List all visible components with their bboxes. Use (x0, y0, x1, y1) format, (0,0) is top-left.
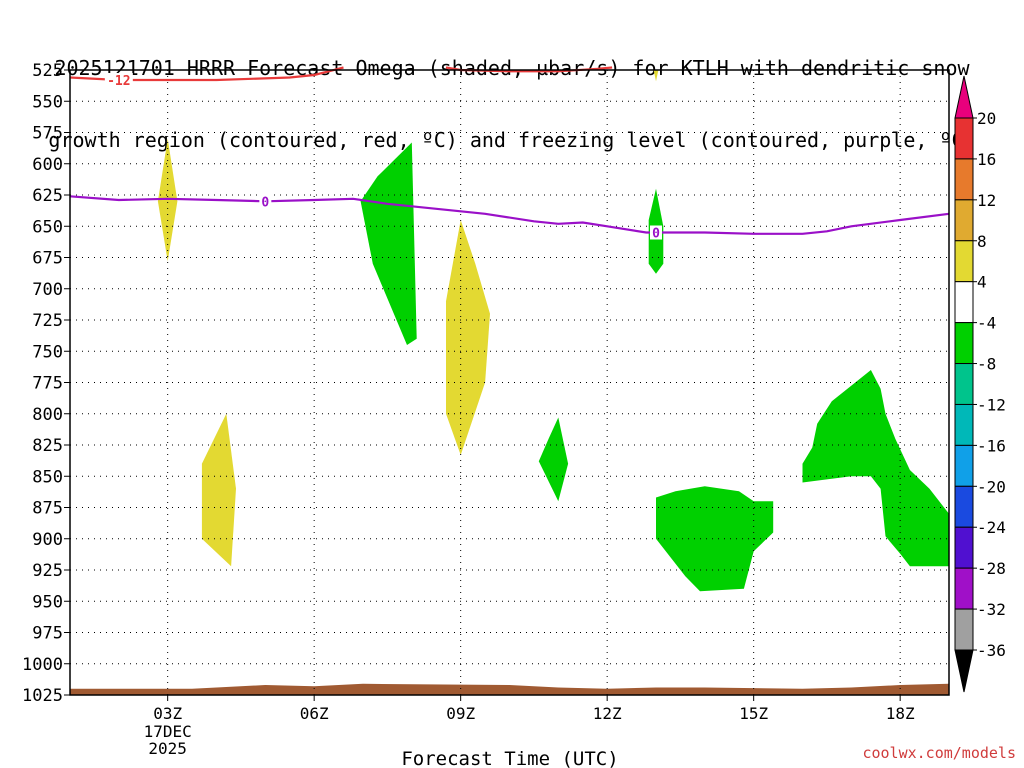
y-tick-label-7: 700 (32, 280, 63, 300)
y-tick-label-8: 725 (32, 311, 63, 331)
contour-lines: -12 0 0 (69, 66, 950, 242)
y-tick-label-2: 575 (32, 124, 63, 144)
y-tick-label-19: 1000 (22, 655, 63, 675)
y-tick-label-13: 850 (32, 467, 63, 487)
omega-region-1 (201, 413, 236, 567)
omega-region-0 (157, 138, 178, 262)
y-tick-label-4: 625 (32, 186, 63, 206)
y-tick-label-9: 750 (32, 342, 63, 362)
y-tick-label-0: 525 (32, 61, 63, 81)
contour-line-2 (69, 195, 950, 235)
pressure-axis: 525 550 575 600 625 650 675 700 725 750 775 800 825 8… (22, 61, 70, 706)
colorbar-label-5: -4 (977, 314, 996, 333)
x-tick-label-1: 06Z (300, 704, 329, 723)
omega-shaded-regions (157, 70, 949, 592)
terrain-surface (70, 683, 949, 695)
colorbar: 20 16 12 8 4 -4 -8 -12 -16 -20 -24 -28 -32 -36 (954, 75, 1006, 693)
omega-region-6 (538, 417, 569, 502)
y-tick-label-17: 950 (32, 592, 63, 612)
colorbar-swatch-6 (954, 322, 974, 365)
x-tick-label-2: 09Z (446, 704, 475, 723)
y-tick-label-6: 675 (32, 249, 63, 269)
contour-label-0-0: -12 (107, 74, 130, 89)
x-tick-label-4: 15Z (739, 704, 768, 723)
x-tick-sublabel-0-1: 2025 (148, 739, 187, 758)
y-tick-label-11: 800 (32, 405, 63, 425)
colorbar-swatch-9 (954, 444, 974, 487)
colorbar-label-1: 16 (977, 150, 996, 169)
colorbar-label-6: -8 (977, 355, 996, 374)
colorbar-swatch-0 (954, 75, 974, 119)
y-tick-label-20: 1025 (22, 686, 63, 706)
y-tick-label-14: 875 (32, 499, 63, 519)
colorbar-swatch-2 (954, 158, 974, 201)
colorbar-swatch-11 (954, 526, 974, 569)
y-tick-label-18: 975 (32, 624, 63, 644)
y-tick-label-5: 650 (32, 217, 63, 237)
y-tick-label-15: 900 (32, 530, 63, 550)
contour-label-2-1: 0 (652, 227, 660, 242)
contour-label-bg-2-0 (259, 194, 272, 209)
y-tick-label-10: 775 (32, 374, 63, 394)
colorbar-label-10: -24 (977, 518, 1006, 537)
colorbar-label-0: 20 (977, 109, 996, 128)
omega-region-7 (656, 486, 774, 592)
colorbar-swatch-8 (954, 403, 974, 446)
contour-label-2-0: 0 (261, 195, 269, 210)
omega-region-8 (802, 370, 949, 567)
contour-label-bg-2-1 (650, 225, 662, 240)
grid-lines (70, 70, 949, 695)
omega-region-3 (653, 70, 659, 82)
colorbar-label-7: -12 (977, 395, 1006, 414)
y-tick-label-16: 925 (32, 561, 63, 581)
x-tick-label-3: 12Z (593, 704, 622, 723)
colorbar-label-12: -32 (977, 600, 1006, 619)
colorbar-swatch-5 (954, 281, 974, 324)
colorbar-label-8: -16 (977, 436, 1006, 455)
colorbar-label-3: 8 (977, 232, 987, 251)
colorbar-swatch-4 (954, 240, 974, 283)
y-tick-label-12: 825 (32, 436, 63, 456)
colorbar-swatch-3 (954, 199, 974, 242)
colorbar-swatch-1 (954, 117, 974, 160)
colorbar-label-2: 12 (977, 191, 996, 210)
omega-region-2 (446, 220, 490, 455)
x-tick-label-5: 18Z (886, 704, 915, 723)
x-axis-label: Forecast Time (UTC) (401, 748, 618, 768)
colorbar-label-13: -36 (977, 641, 1006, 660)
credit-text: coolwx.com/models (862, 744, 1016, 762)
x-tick-sublabel-0-0: 17DEC (144, 722, 192, 741)
colorbar-label-9: -20 (977, 477, 1006, 496)
contour-label-bg-0-0 (104, 73, 133, 87)
colorbar-label-11: -28 (977, 559, 1006, 578)
colorbar-swatch-12 (954, 567, 974, 610)
plot-frame (69, 69, 950, 696)
y-tick-label-3: 600 (32, 155, 63, 175)
colorbar-label-4: 4 (977, 273, 987, 292)
colorbar-swatch-14 (954, 649, 974, 693)
colorbar-swatch-7 (954, 363, 974, 405)
colorbar-swatch-13 (954, 608, 974, 651)
x-tick-label-0: 03Z (153, 704, 182, 723)
omega-region-4 (360, 142, 417, 345)
colorbar-swatch-10 (954, 485, 974, 528)
terrain-layer (70, 683, 949, 695)
y-tick-label-1: 550 (32, 92, 63, 112)
